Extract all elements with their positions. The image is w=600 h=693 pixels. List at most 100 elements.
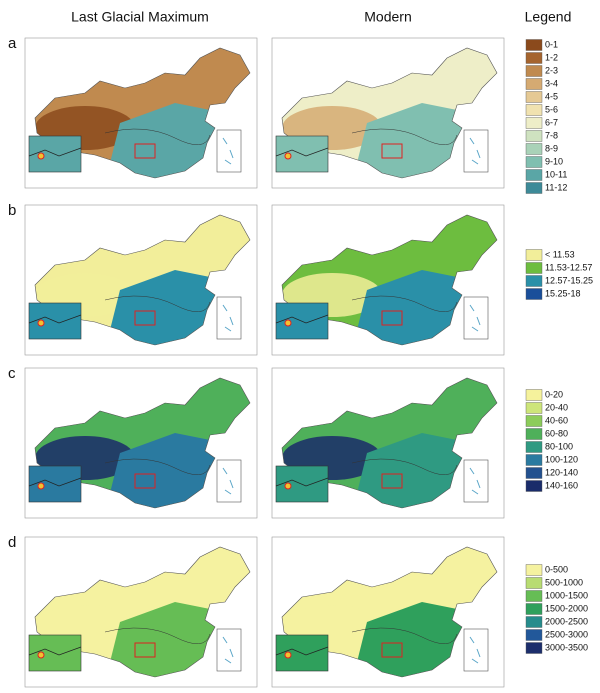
legend-label: 15.25-18 [545,288,581,298]
border [281,47,498,179]
legend-swatch [525,249,543,261]
site [284,482,292,490]
study-area [134,473,156,489]
islands [222,636,234,664]
legend-label: 100-120 [545,454,578,464]
legend-swatch [525,441,543,453]
legend-swatch [525,65,543,77]
region [105,433,225,508]
site [37,152,45,160]
legend-label: 2-3 [545,65,558,75]
border [34,214,251,346]
study-area [381,642,403,658]
legend-swatch [525,104,543,116]
study-area [134,310,156,326]
legend-label: 500-1000 [545,577,583,587]
legend-label: 5-6 [545,104,558,114]
header: Last Glacial Maximum [71,9,209,25]
legend-label: 8-9 [545,143,558,153]
legend-label: 3000-3500 [545,642,588,652]
legend-swatch [525,288,543,300]
legend-swatch [525,642,543,654]
river [351,458,458,475]
islands-box [463,296,489,340]
islands [469,137,481,165]
map [24,536,258,688]
study-area [381,473,403,489]
inset-line [28,477,82,487]
islands-box [216,459,242,503]
legend-swatch [525,143,543,155]
legend-swatch [525,156,543,168]
site [37,651,45,659]
legend-label: 12.57-15.25 [545,275,593,285]
legend-swatch [525,564,543,576]
border [34,47,251,179]
islands-box [216,628,242,672]
legend-label: 1-2 [545,52,558,62]
legend-label: 10-11 [545,169,567,179]
region [105,602,225,677]
header: Legend [525,9,572,25]
legend-swatch [525,78,543,90]
legend-swatch [525,415,543,427]
map [271,204,505,356]
study-area [134,642,156,658]
legend-label: 120-140 [545,467,578,477]
legend-label: 80-100 [545,441,573,451]
legend-swatch [525,182,543,194]
legend-label: 9-10 [545,156,563,166]
inset-line [275,147,329,157]
legend-swatch [525,52,543,64]
legend-label: < 11.53 [545,249,575,259]
river [351,627,458,644]
legend-label: 4-5 [545,91,558,101]
islands-box [463,459,489,503]
legend-label: 11.53-12.57 [545,262,592,272]
legend-swatch [525,616,543,628]
legend-label: 40-60 [545,415,568,425]
inset-line [28,314,82,324]
legend-label: 1000-1500 [545,590,588,600]
legend-swatch [525,454,543,466]
map [24,367,258,519]
legend-swatch [525,603,543,615]
site [284,152,292,160]
islands-box [216,296,242,340]
legend-label: 0-20 [545,389,563,399]
legend-swatch [525,389,543,401]
islands [469,467,481,495]
legend-swatch [525,275,543,287]
panel-letter: a [8,35,17,52]
legend-label: 11-12 [545,182,567,192]
river [104,458,211,475]
legend-swatch [525,428,543,440]
header: Modern [364,9,411,25]
border [281,214,498,346]
region [105,270,225,345]
legend-label: 6-7 [545,117,558,127]
islands-box [216,129,242,173]
legend-label: 140-160 [545,480,578,490]
river [351,295,458,312]
panel-letter: d [8,534,16,551]
site [37,482,45,490]
legend-label: 7-8 [545,130,558,140]
legend-label: 2500-3000 [545,629,588,639]
legend-swatch [525,577,543,589]
border [34,377,251,509]
region [105,103,225,178]
river [351,128,458,145]
map [271,536,505,688]
legend-swatch [525,117,543,129]
legend-swatch [525,467,543,479]
islands [222,304,234,332]
legend-swatch [525,590,543,602]
islands [222,467,234,495]
map [24,37,258,189]
legend-label: 1500-2000 [545,603,588,613]
panel-letter: c [8,365,16,382]
legend-label: 0-1 [545,39,558,49]
legend-swatch [525,130,543,142]
